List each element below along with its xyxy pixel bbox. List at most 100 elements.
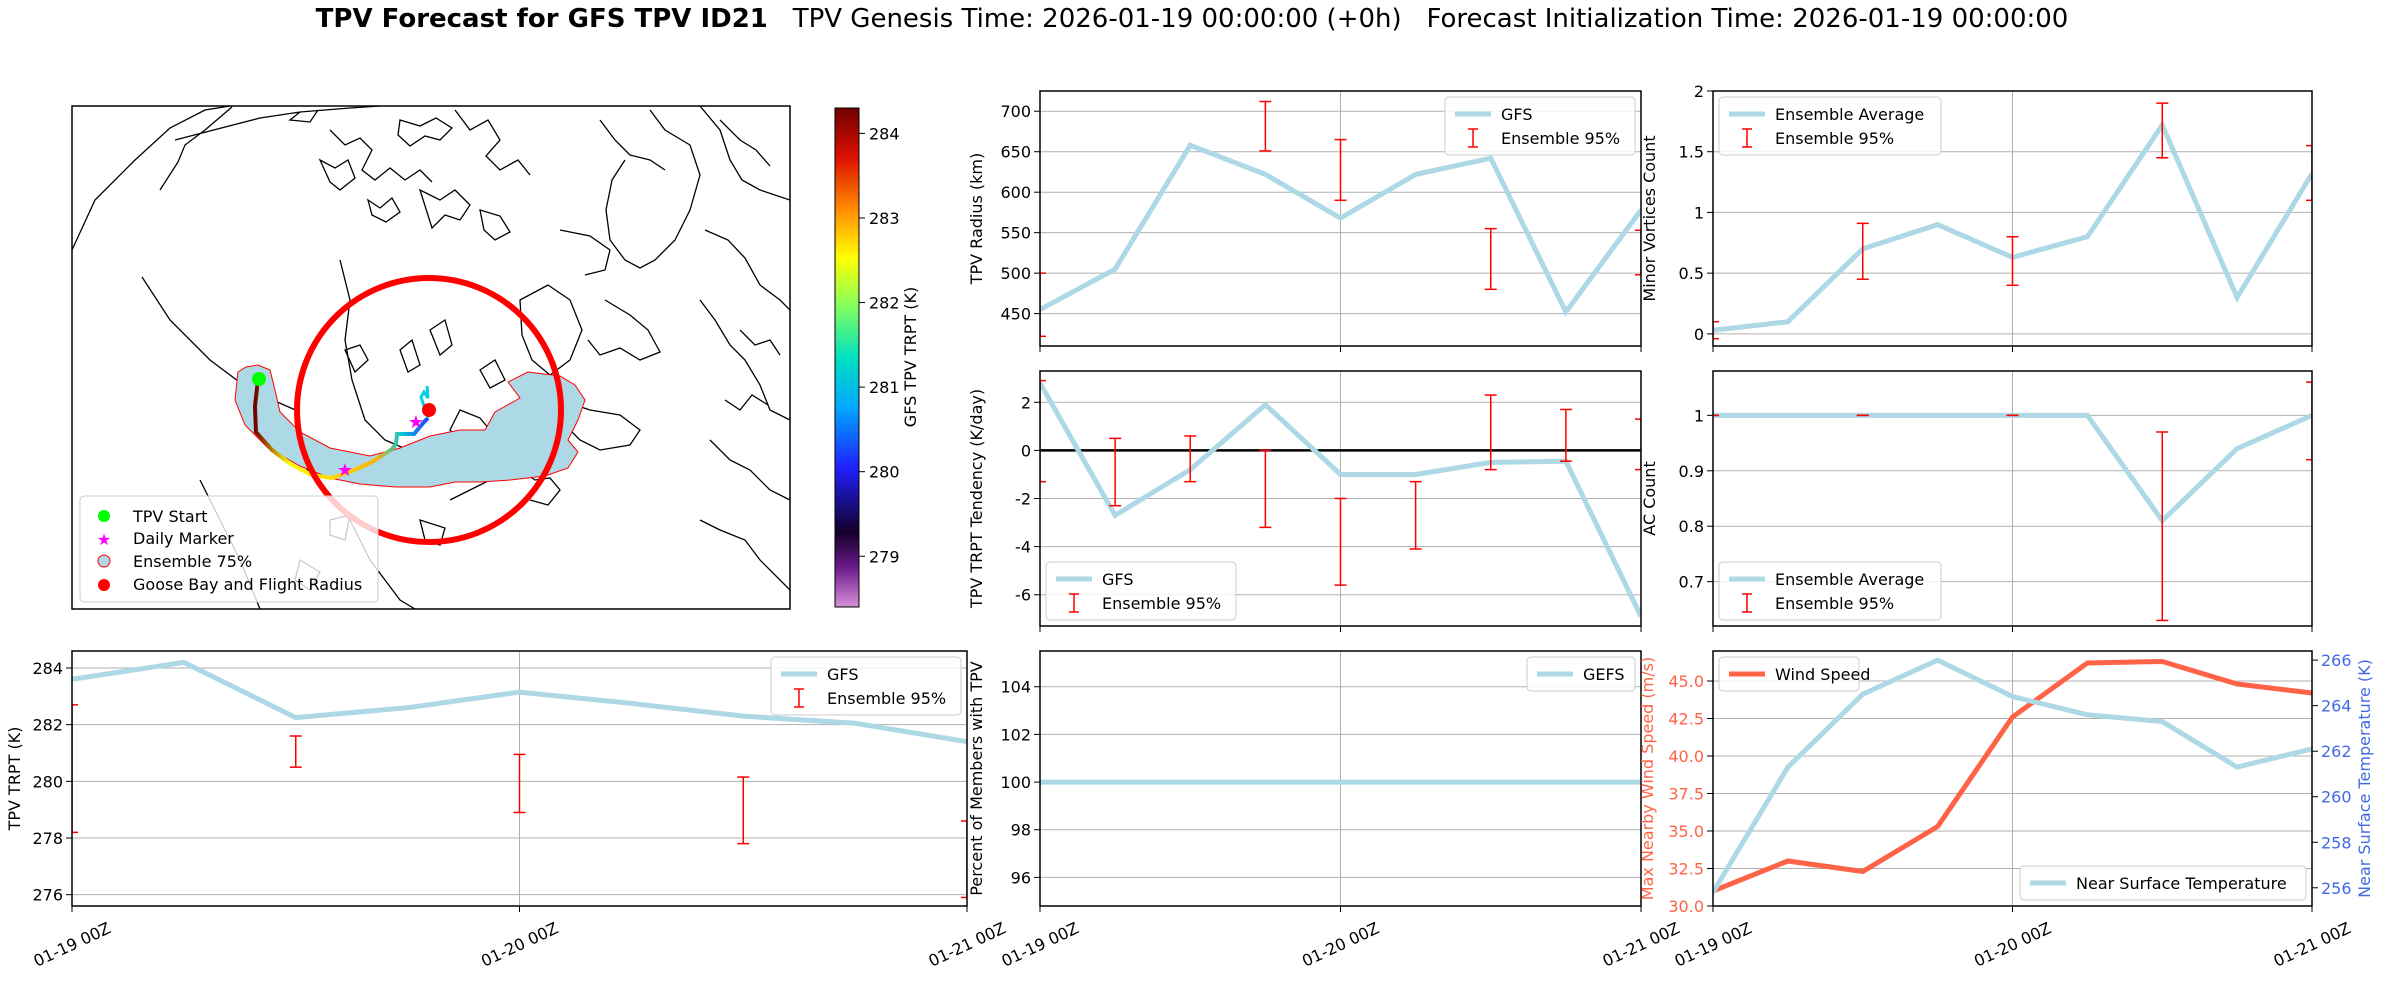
y-tick-label: 450 [1000,305,1031,324]
y-axis-label: Max Nearby Wind Speed (m/s) [1638,657,1657,900]
y-tick-label: 276 [32,886,63,905]
plot-area [1713,381,2312,622]
errorbar [1184,435,1197,483]
y-tick-label: 0.7 [1679,573,1704,592]
x-tick-label: 01-20 00Z [478,918,561,970]
errorbar [1484,394,1497,471]
y2-tick-label: 266 [2321,651,2352,670]
y-tick-label: -4 [1015,538,1031,557]
legend-ens-label: Ensemble 75% [133,552,252,571]
errorbar [2156,102,2169,159]
errorbar [1259,449,1272,529]
legend-box [1718,561,1942,621]
plot-area [1040,100,1641,338]
title-main: TPV Forecast for GFS TPV ID21 [315,4,768,34]
figure-title: TPV Forecast for GFS TPV ID21 TPV Genesi… [0,4,2384,34]
y2-tick-label: 258 [2321,833,2352,852]
plot-area [1713,102,2312,340]
y-tick-label: 282 [32,716,63,735]
y-tick-label: 32.5 [1668,860,1704,879]
x-tick-label: 01-19 00Z [1672,918,1755,970]
y2-tick-label: 264 [2321,697,2352,716]
axes-frame [1039,90,1642,347]
axes-frame [1039,650,1642,907]
legend-box [1045,561,1237,621]
errorbar [1334,497,1347,586]
y-tick-label: 0 [1694,325,1704,344]
colorbar: 284 283 282 281 280 279 GFS TPV TRPT (K) [834,107,920,608]
series-line-temperature [1713,657,2312,894]
y-tick-label: 700 [1000,102,1031,121]
x-tick-label: 01-19 00Z [999,918,1082,970]
y-tick-label: 30.0 [1668,897,1704,916]
legend-label: Ensemble 95% [1102,594,1221,613]
legend-box [1526,656,1636,692]
goose-bay-marker [422,403,436,417]
map-legend: TPV Start ★ Daily Marker Ensemble 75% Go… [79,495,379,603]
colorbar-tick-label: 281 [869,378,900,397]
y-tick-label: 2 [1694,82,1704,101]
legend-goose-label: Goose Bay and Flight Radius [133,575,362,594]
colorbar-tick-label: 279 [869,547,900,566]
legend-label: Near Surface Temperature [2076,874,2287,893]
y-tick-label: 45.0 [1668,672,1704,691]
errorbar [1484,227,1497,291]
y-tick-label: 0 [1021,441,1031,460]
errorbar [2156,431,2169,622]
y-tick-label: 2 [1021,393,1031,412]
colorbar-tick-label: 284 [869,124,900,143]
x-tick-label: 01-19 00Z [31,918,114,970]
x-tick-label: 01-21 00Z [2271,918,2354,970]
y-tick-label: 1.5 [1679,143,1704,162]
y-tick-label: 37.5 [1668,785,1704,804]
y-axis-label: Percent of Members with TPV [967,661,986,895]
legend-start-icon [98,510,110,522]
x-tick-label: 01-21 00Z [926,918,1009,970]
y2-tick-label: 256 [2321,879,2352,898]
legend-goose-icon [98,579,110,591]
y-tick-label: -2 [1015,490,1031,509]
panel-tpv-trpt: GFS Ensemble 95% 276 278 280 282 284 TPV TRPT (… [5,650,1009,971]
daily-marker-1: ★ [337,460,353,481]
y-tick-label: 550 [1000,224,1031,243]
colorbar-gradient [834,107,860,608]
legend-ens-icon [97,554,111,568]
flight-radius-circle [294,275,564,545]
errorbar [72,704,78,834]
legend-start-label: TPV Start [132,507,208,526]
errorbar [1040,379,1046,483]
map-panel: ★ ★ TPV Start ★ Daily Marker Ensemble 75… [71,105,920,610]
daily-marker-2: ★ [408,412,424,433]
errorbar [2006,235,2019,287]
y-tick-label: -6 [1015,586,1031,605]
errorbar [1259,100,1272,152]
y-tick-label: 104 [1000,678,1031,697]
errorbar [1559,408,1572,462]
errorbar [1040,272,1046,338]
title-init: Forecast Initialization Time: 2026-01-19… [1426,4,2069,34]
axes-frame [1039,370,1642,627]
legend-box [770,656,962,716]
y-tick-label: 280 [32,772,63,791]
errorbar [513,753,526,814]
errorbar [1409,480,1422,550]
legend-label: GFS [827,665,858,684]
y-axis-label: Minor Vortices Count [1640,135,1659,301]
y-tick-label: 100 [1000,773,1031,792]
tpv-track [252,379,430,481]
errorbar [1109,437,1122,507]
tpv-start-marker [252,372,266,386]
legend-label: Ensemble Average [1775,105,1924,124]
series-line [1040,142,1641,317]
y-tick-label: 0.8 [1679,517,1704,536]
series-line-wind-speed [1713,658,2312,894]
y-axis-label: TPV TRPT Tendency (K/day) [967,389,986,609]
errorbar [2306,381,2312,461]
y-tick-label: 102 [1000,725,1031,744]
legend-label: Ensemble 95% [827,689,946,708]
x-tick-label: 01-20 00Z [1299,918,1382,970]
y-tick-label: 650 [1000,143,1031,162]
colorbar-tick-label: 282 [869,294,900,313]
x-tick-label: 01-20 00Z [1971,918,2054,970]
y-tick-label: 278 [32,829,63,848]
